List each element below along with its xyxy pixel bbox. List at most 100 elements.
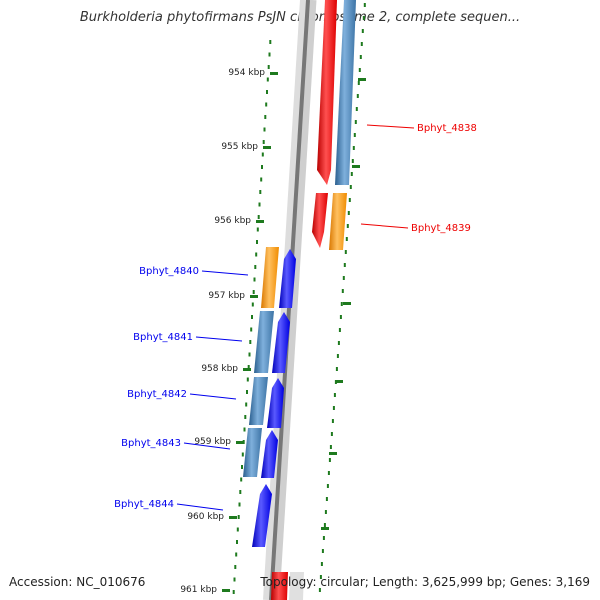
minor-tick bbox=[326, 484, 329, 488]
minor-tick bbox=[320, 562, 323, 566]
minor-tick bbox=[239, 490, 242, 494]
minor-tick bbox=[249, 340, 252, 344]
minor-tick bbox=[266, 90, 268, 94]
minor-tick bbox=[261, 165, 263, 169]
tick-label: 956 kbp bbox=[214, 216, 251, 226]
minor-tick bbox=[342, 276, 345, 280]
gene-labels: Bphyt_4838 Bphyt_4839 Bphyt_4840 Bphyt_4841… bbox=[114, 123, 477, 511]
minor-tick bbox=[322, 536, 325, 540]
minor-tick bbox=[236, 540, 238, 544]
minor-tick bbox=[263, 127, 266, 132]
minor-tick bbox=[246, 377, 249, 382]
minor-tick bbox=[260, 177, 263, 182]
minor-tick bbox=[351, 159, 354, 163]
minor-tick bbox=[253, 277, 256, 282]
minor-tick bbox=[341, 289, 344, 293]
gene-label-bphyt_4839[interactable]: Bphyt_4839 bbox=[411, 223, 471, 234]
minor-tick bbox=[356, 94, 359, 98]
reverse-feature-gene-4839[interactable] bbox=[312, 193, 347, 250]
major-tick bbox=[270, 72, 278, 75]
minor-tick bbox=[267, 65, 270, 69]
minor-tick bbox=[353, 133, 356, 137]
minor-tick bbox=[330, 432, 333, 436]
minor-tick bbox=[269, 40, 272, 44]
major-tick bbox=[263, 146, 271, 149]
minor-tick bbox=[325, 497, 328, 501]
reverse-feature-gene-4838[interactable] bbox=[317, 0, 356, 185]
minor-tick bbox=[319, 575, 322, 579]
tick-label: 960 kbp bbox=[187, 512, 224, 522]
minor-tick bbox=[257, 215, 260, 219]
forward-feature-gene-4841[interactable] bbox=[254, 311, 290, 373]
forward-feature-gene-4842[interactable] bbox=[249, 377, 284, 428]
major-tick bbox=[236, 441, 244, 444]
minor-tick bbox=[335, 367, 338, 371]
minor-tick bbox=[234, 565, 237, 569]
minor-tick bbox=[349, 185, 352, 189]
minor-tick bbox=[268, 52, 271, 57]
minor-tick bbox=[359, 55, 362, 59]
major-tick bbox=[222, 589, 230, 592]
gene-leader-line bbox=[360, 223, 409, 229]
minor-tick bbox=[252, 290, 255, 294]
minor-tick bbox=[347, 211, 350, 215]
gene-leader-line bbox=[176, 503, 224, 511]
minor-tick bbox=[265, 102, 268, 107]
minor-tick bbox=[363, 3, 366, 7]
minor-tick bbox=[248, 352, 251, 357]
minor-tick bbox=[357, 81, 360, 85]
major-tick bbox=[329, 452, 337, 455]
minor-tick bbox=[233, 577, 236, 582]
minor-tick bbox=[261, 152, 264, 157]
gene-leader-line bbox=[189, 393, 237, 400]
gene-label-bphyt_4844[interactable]: Bphyt_4844 bbox=[114, 499, 174, 510]
gene-leader-line bbox=[201, 270, 249, 276]
minor-tick bbox=[246, 390, 248, 394]
minor-tick bbox=[321, 549, 324, 553]
gene-label-bphyt_4843[interactable]: Bphyt_4843 bbox=[121, 438, 181, 449]
minor-tick bbox=[338, 328, 341, 332]
gene-leader-line bbox=[366, 124, 415, 129]
major-tick bbox=[256, 220, 264, 223]
forward-feature-gene-4843[interactable] bbox=[243, 428, 278, 478]
gene-label-bphyt_4840[interactable]: Bphyt_4840 bbox=[139, 266, 199, 277]
minor-tick bbox=[238, 502, 241, 507]
major-tick bbox=[321, 527, 329, 530]
minor-tick bbox=[355, 107, 358, 111]
forward-feature-gene-4840[interactable] bbox=[261, 247, 296, 308]
forward-feature-gene-4844[interactable] bbox=[252, 484, 272, 547]
tick-label: 954 kbp bbox=[228, 68, 265, 78]
minor-tick bbox=[333, 393, 336, 397]
minor-tick bbox=[237, 515, 240, 519]
major-tick bbox=[358, 78, 366, 81]
gene-leader-line bbox=[195, 336, 243, 342]
tick-label: 958 kbp bbox=[201, 364, 238, 374]
minor-tick bbox=[350, 172, 353, 176]
minor-tick bbox=[354, 120, 357, 124]
major-tick bbox=[229, 516, 237, 519]
minor-tick bbox=[331, 419, 334, 423]
gene-label-bphyt_4842[interactable]: Bphyt_4842 bbox=[127, 389, 187, 400]
minor-tick bbox=[348, 198, 351, 202]
minor-tick bbox=[250, 327, 253, 332]
minor-tick bbox=[243, 427, 246, 432]
gene-label-bphyt_4838[interactable]: Bphyt_4838 bbox=[417, 123, 477, 134]
minor-tick bbox=[318, 588, 321, 592]
minor-tick bbox=[245, 402, 248, 407]
tick-label: 959 kbp bbox=[194, 437, 231, 447]
minor-tick bbox=[337, 341, 340, 345]
minor-tick bbox=[232, 590, 235, 594]
minor-tick bbox=[339, 315, 342, 319]
minor-tick bbox=[336, 354, 339, 358]
reverse-feature-bottom[interactable] bbox=[271, 572, 304, 600]
minor-tick bbox=[259, 190, 262, 194]
minor-tick bbox=[324, 510, 327, 514]
minor-tick bbox=[343, 263, 346, 267]
minor-tick bbox=[251, 302, 254, 307]
tick-label: 957 kbp bbox=[208, 291, 245, 301]
minor-tick bbox=[254, 265, 257, 269]
minor-tick bbox=[345, 237, 348, 241]
gene-label-bphyt_4841[interactable]: Bphyt_4841 bbox=[133, 332, 193, 343]
minor-tick bbox=[344, 250, 347, 254]
minor-tick bbox=[266, 77, 269, 82]
